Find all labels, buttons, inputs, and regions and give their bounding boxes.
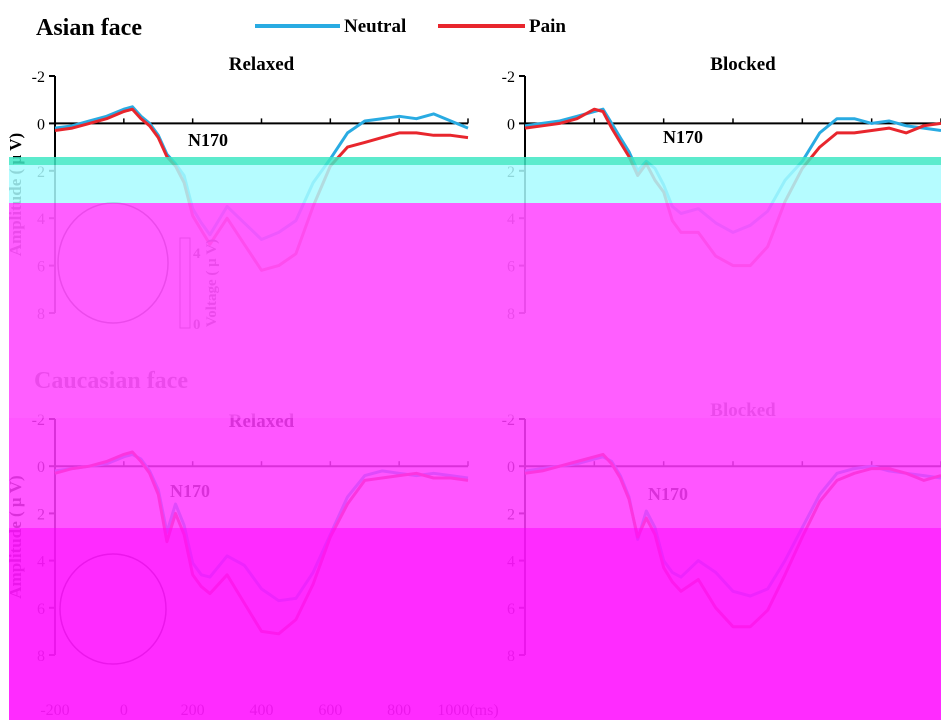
series-line-pain — [54, 450, 469, 636]
y-tick-label: 2 — [37, 506, 45, 523]
x-tick-label: -200 — [40, 702, 69, 719]
y-tick-label: 8 — [37, 306, 45, 323]
x-tick-label: 400 — [250, 702, 274, 719]
x-tick-label: 800 — [387, 702, 411, 719]
colorbar-tick-label: 0 — [193, 317, 201, 333]
series-line-neutral — [54, 452, 469, 603]
n170-annotation: N170 — [663, 127, 703, 147]
x-tick-label: 0 — [120, 702, 128, 719]
y-tick-label: 6 — [507, 601, 515, 618]
section-title-caucasian: Caucasian face — [34, 368, 188, 394]
y-tick-label: 0 — [507, 459, 515, 476]
y-tick-label: 0 — [37, 459, 45, 476]
panel-title: Relaxed — [229, 54, 295, 75]
colorbar-label: Voltage ( μ V) — [204, 239, 220, 327]
series-line-pain — [54, 107, 469, 272]
colorbar-bar — [179, 237, 191, 329]
series-line-neutral — [524, 107, 941, 234]
y-axis-label: Amplitude ( μ V) — [6, 133, 25, 256]
y-tick-label: 2 — [37, 164, 45, 181]
y-tick-label: 4 — [37, 554, 45, 571]
panel-3: -2 0 2 4 6 8 -200 0 200 400 600 800 1000(ms) Relaxed N… — [6, 411, 499, 719]
series-line-neutral — [54, 105, 469, 241]
y-tick-label: -2 — [32, 412, 45, 429]
panel-title: Relaxed — [229, 411, 295, 432]
n170-annotation: N170 — [648, 484, 688, 504]
x-tick-label: 600 — [318, 702, 342, 719]
y-tick-label: -2 — [32, 69, 45, 86]
series-line-neutral — [524, 455, 941, 598]
y-tick-label: 4 — [507, 554, 515, 571]
y-tick-label: 2 — [507, 506, 515, 523]
panel-title: Blocked — [710, 400, 776, 421]
y-axis-label: Amplitude ( μ V) — [6, 475, 25, 598]
figure-header: Asian face Caucasian face Neutral Pain — [34, 15, 566, 394]
y-tick-label: 6 — [37, 601, 45, 618]
colorbar-tick-label: 4 — [193, 246, 201, 262]
series-line-pain — [524, 452, 941, 629]
scalp-topomap-icon — [59, 553, 167, 665]
y-tick-label: 8 — [507, 306, 515, 323]
scalp-topomap-icon — [57, 202, 169, 324]
y-tick-label: -2 — [502, 412, 515, 429]
y-tick-label: 6 — [37, 259, 45, 276]
x-tick-label: 200 — [181, 702, 205, 719]
section-title-asian: Asian face — [36, 15, 142, 41]
y-tick-label: 0 — [37, 116, 45, 133]
legend-label-neutral: Neutral — [344, 16, 406, 37]
series-line-pain — [524, 107, 941, 268]
y-tick-label: 4 — [37, 211, 45, 228]
y-tick-label: 0 — [507, 116, 515, 133]
n170-annotation: N170 — [170, 481, 210, 501]
panel-title: Blocked — [710, 54, 776, 75]
x-tick-label: 1000(ms) — [437, 702, 498, 719]
y-tick-label: 8 — [507, 648, 515, 665]
y-tick-label: 2 — [507, 164, 515, 181]
panel-2: -2 0 2 4 6 8 Blocked N170 — [502, 54, 941, 323]
y-tick-label: -2 — [502, 69, 515, 86]
y-tick-label: 4 — [507, 211, 515, 228]
n170-annotation: N170 — [188, 130, 228, 150]
y-tick-label: 8 — [37, 648, 45, 665]
y-tick-label: 6 — [507, 259, 515, 276]
legend-label-pain: Pain — [529, 16, 566, 37]
panel-4: -2 0 2 4 6 8 Blocked N170 — [502, 400, 941, 665]
colorbar: 4 0 Voltage ( μ V) — [179, 237, 220, 333]
